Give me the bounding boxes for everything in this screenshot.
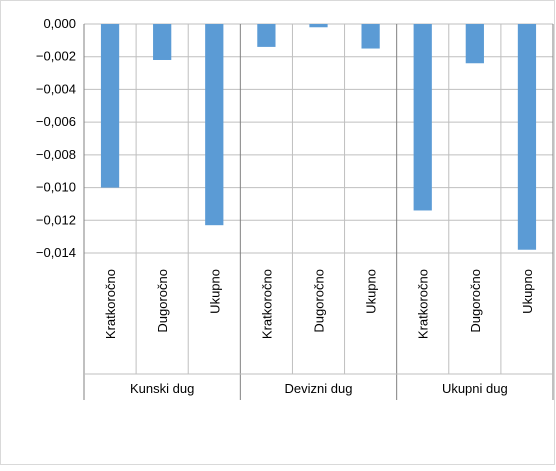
bar [361,24,380,49]
bar [100,24,120,188]
y-tick-label: −0,004 [36,81,76,96]
bar [205,24,224,226]
bar [413,24,432,211]
y-tick-label: −0,002 [36,49,76,64]
x-category-label: Dugoročno [468,269,483,333]
x-group-label: Ukupni dug [442,381,508,396]
y-tick-label: −0,012 [36,212,76,227]
bar [465,24,484,64]
y-tick-label: −0,008 [36,147,76,162]
y-tick-label: −0,010 [36,180,76,195]
y-tick-label: 0,000 [43,16,76,31]
bar [517,24,537,250]
bar [153,24,172,60]
bar [257,24,276,47]
y-tick-label: −0,014 [36,245,76,260]
x-category-label: Kratkoročno [103,269,118,339]
x-group-label: Devizni dug [285,381,353,396]
x-category-label: Ukupno [207,269,222,314]
bar [309,24,328,28]
x-category-label: Ukupno [520,269,535,314]
x-category-label: Kratkoročno [259,269,274,339]
x-category-label: Dugoročno [312,269,327,333]
x-group-label: Kunski dug [130,381,194,396]
x-category-label: Ukupno [364,269,379,314]
x-category-label: Kratkoročno [416,269,431,339]
x-category-label: Dugoročno [155,269,170,333]
y-tick-label: −0,006 [36,114,76,129]
